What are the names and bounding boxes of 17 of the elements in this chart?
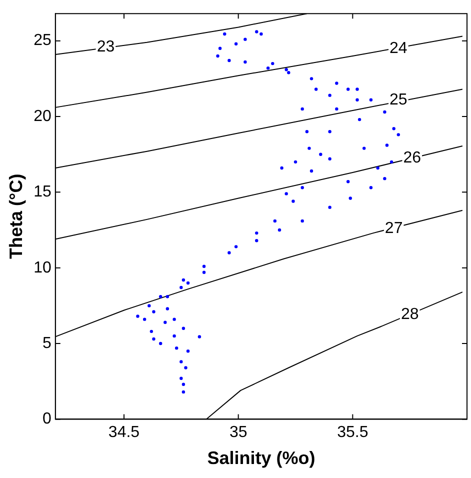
annotation: 23 bbox=[96, 38, 115, 56]
x-tick-label: 35 bbox=[229, 424, 248, 442]
annotation: 28 bbox=[400, 306, 419, 324]
annotation: 26 bbox=[403, 150, 422, 167]
y-tick-label: 25 bbox=[34, 32, 52, 50]
y-tick-label: 0 bbox=[42, 410, 52, 428]
y-axis-title: Theta (°C) bbox=[6, 174, 26, 259]
x-axis-title: Salinity (%o) bbox=[207, 448, 316, 468]
y-tick-label: 20 bbox=[34, 108, 52, 125]
annotation: 27 bbox=[384, 220, 403, 237]
x-tick-label: 34.5 bbox=[108, 424, 140, 442]
y-tick-label: 10 bbox=[34, 259, 52, 276]
annotation: 24 bbox=[390, 40, 408, 57]
y-tick-label: 15 bbox=[34, 184, 52, 201]
x-tick-label: 35.5 bbox=[337, 424, 368, 442]
y-tick-label: 5 bbox=[42, 334, 52, 352]
annotation: 25 bbox=[390, 91, 408, 108]
